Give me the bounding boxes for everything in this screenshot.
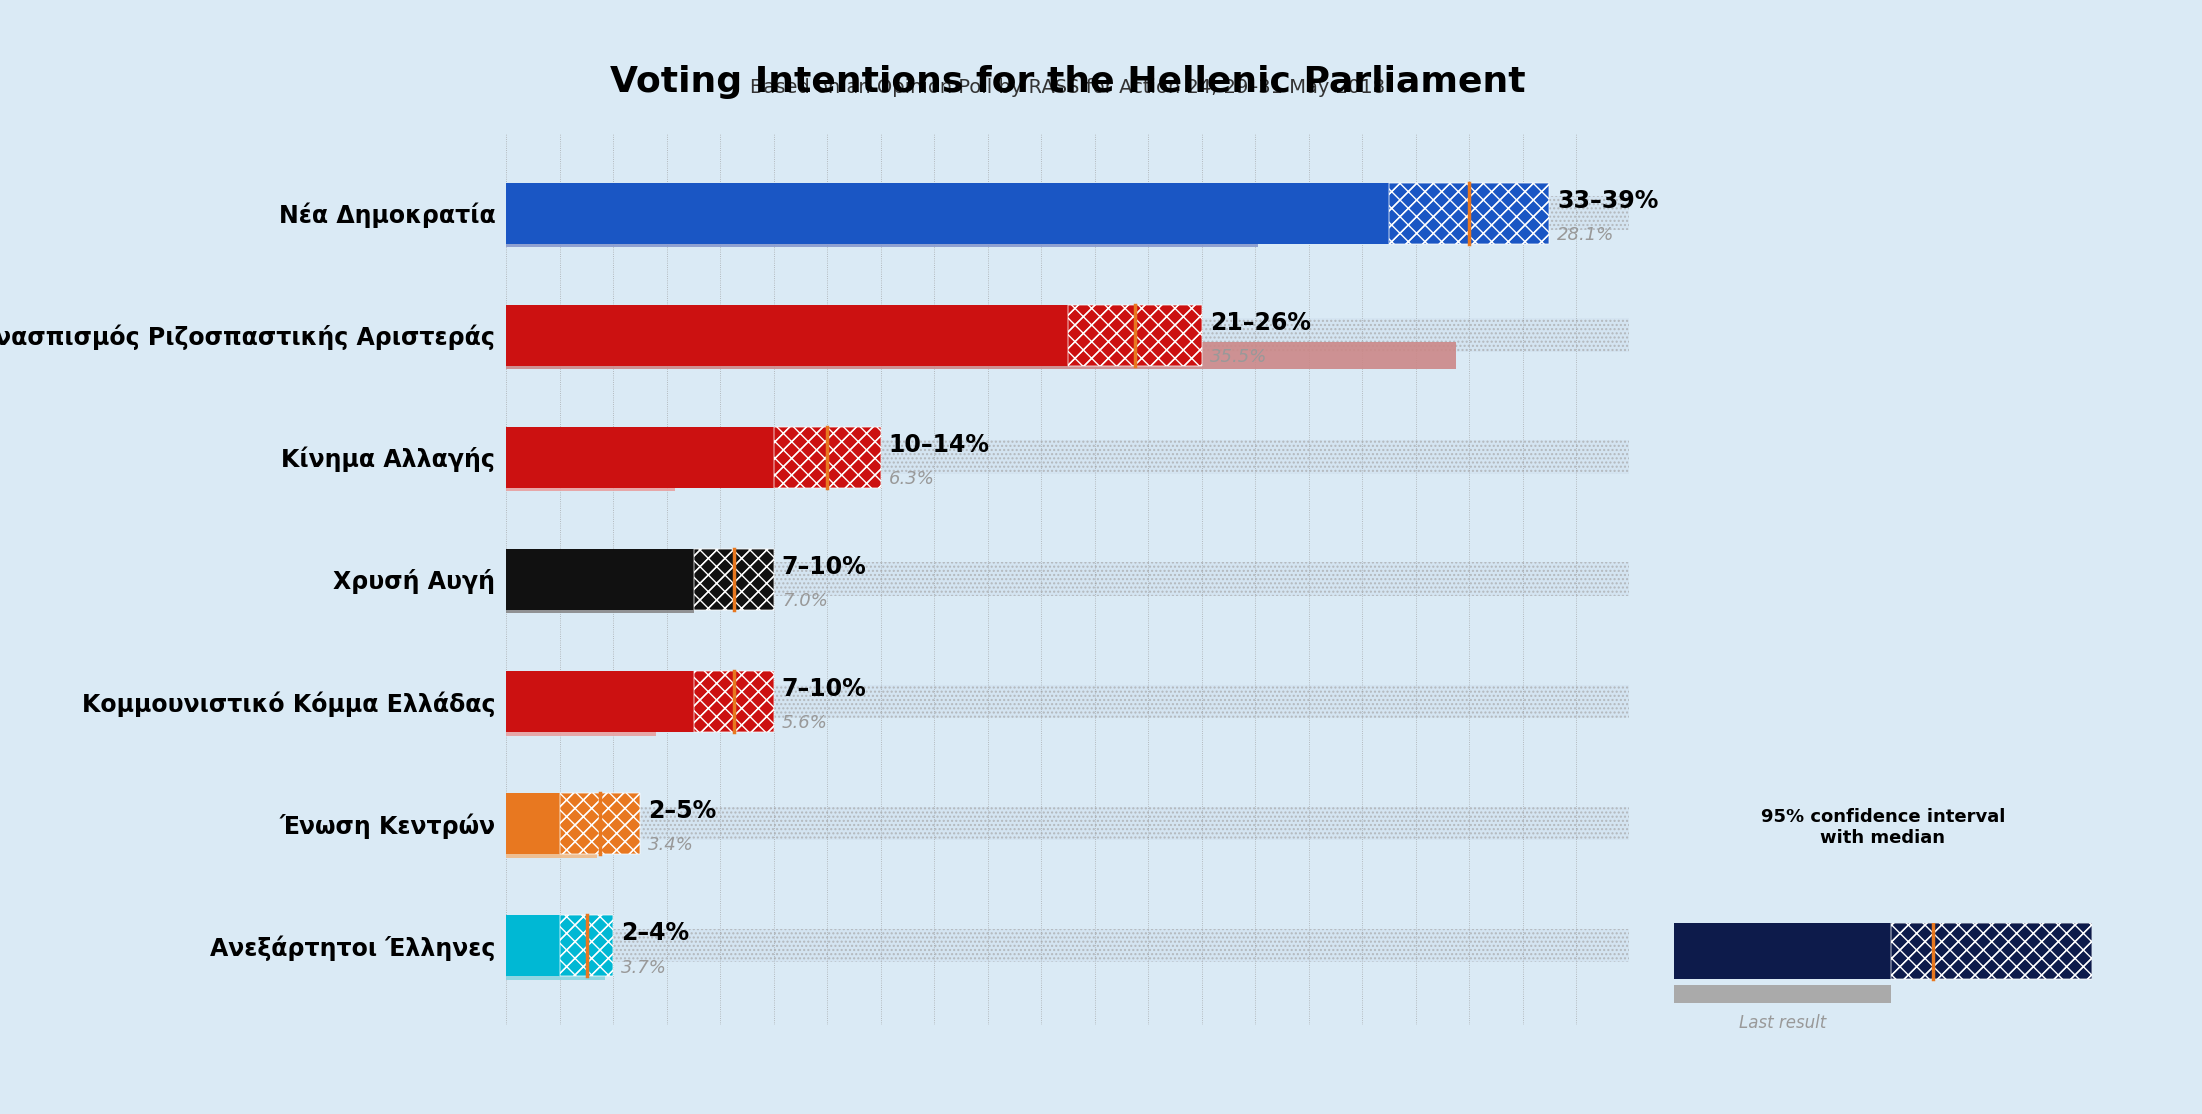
Bar [506, 563, 1629, 596]
Bar [773, 427, 881, 488]
Bar [506, 440, 1629, 473]
Bar [506, 831, 597, 858]
Bar [506, 685, 1629, 719]
Bar [506, 549, 694, 609]
Bar [506, 440, 1629, 473]
Bar [506, 671, 694, 732]
Bar [506, 427, 773, 488]
Bar [694, 671, 773, 732]
Bar [559, 915, 614, 976]
Text: 3.7%: 3.7% [621, 958, 667, 977]
Bar [506, 221, 1257, 247]
Text: 6.3%: 6.3% [890, 470, 934, 488]
Bar [506, 183, 1389, 244]
Bar [1674, 985, 1892, 1007]
Bar [506, 304, 1068, 365]
Bar [506, 807, 1629, 840]
Bar [506, 793, 559, 854]
Bar [1389, 183, 1550, 244]
Bar [559, 915, 614, 976]
Text: 2–4%: 2–4% [621, 921, 689, 946]
Bar [506, 929, 1629, 962]
Bar [506, 952, 606, 979]
Bar [1068, 304, 1202, 365]
Bar [506, 915, 559, 976]
Bar [1389, 183, 1550, 244]
Text: 10–14%: 10–14% [890, 433, 991, 457]
Bar [559, 793, 641, 854]
Bar [694, 671, 773, 732]
Text: 5.6%: 5.6% [782, 714, 828, 732]
Bar [506, 196, 1629, 229]
Text: 95% confidence interval
with median: 95% confidence interval with median [1762, 808, 2004, 847]
Bar [506, 709, 656, 735]
Bar [1068, 304, 1202, 365]
Bar [559, 793, 641, 854]
Bar [694, 549, 773, 609]
Bar [506, 587, 694, 614]
Text: 28.1%: 28.1% [1557, 226, 1614, 244]
Bar [506, 807, 1629, 840]
Text: 7–10%: 7–10% [782, 555, 868, 579]
Bar [506, 342, 1456, 370]
Bar [506, 319, 1629, 352]
Bar [506, 465, 674, 491]
Text: 2–5%: 2–5% [647, 799, 716, 823]
Text: Last result: Last result [1740, 1014, 1825, 1032]
Bar [506, 563, 1629, 596]
Bar [506, 685, 1629, 719]
Title: Voting Intentions for the Hellenic Parliament: Voting Intentions for the Hellenic Parli… [610, 65, 1526, 99]
Text: 7–10%: 7–10% [782, 677, 868, 701]
Text: 7.0%: 7.0% [782, 593, 828, 610]
Text: 35.5%: 35.5% [1209, 348, 1266, 367]
Bar [506, 929, 1629, 962]
Bar [1892, 922, 2092, 979]
Text: Based on an Opinion Poll by RASS for Action 24, 29–31 May 2018: Based on an Opinion Poll by RASS for Act… [751, 78, 1385, 97]
Bar [773, 427, 881, 488]
Text: 3.4%: 3.4% [647, 837, 694, 854]
Bar [1674, 922, 1892, 979]
Bar [694, 549, 773, 609]
Bar [1892, 922, 2092, 979]
Bar [506, 196, 1629, 229]
Bar [506, 319, 1629, 352]
Text: 33–39%: 33–39% [1557, 189, 1658, 213]
Text: 21–26%: 21–26% [1209, 311, 1310, 335]
